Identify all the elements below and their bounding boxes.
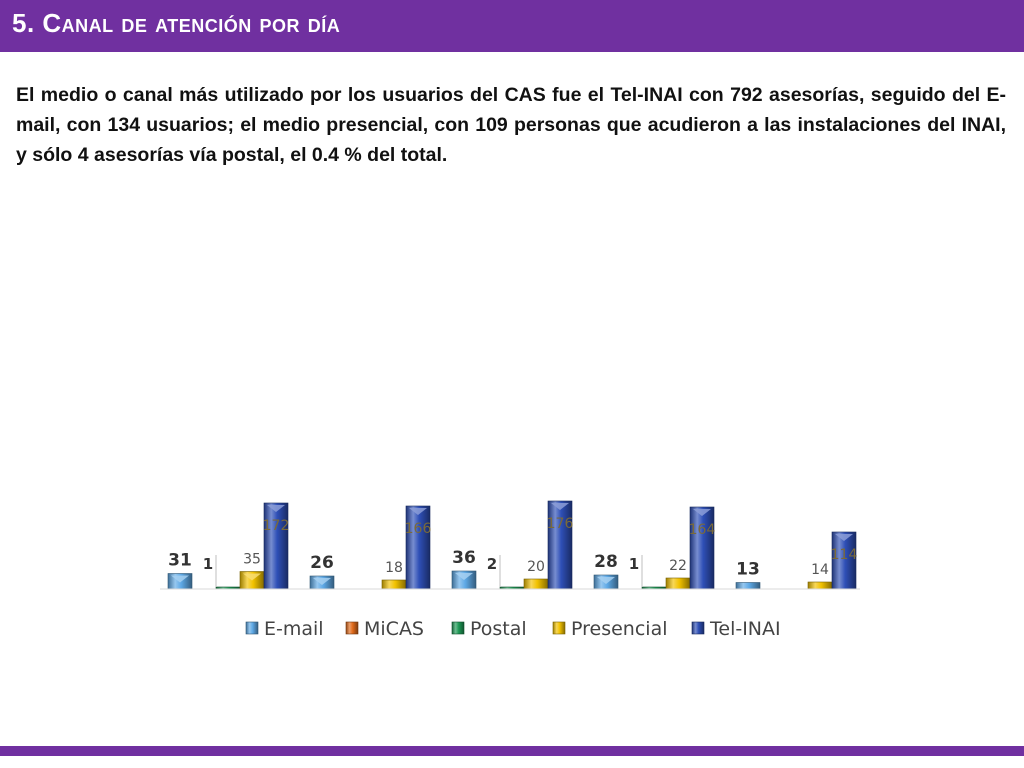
data-label-presencial-5: 14 [811, 562, 829, 578]
data-label-tel-inai-3: 176 [547, 516, 574, 532]
bar-tel-inai-5 [831, 531, 857, 590]
bar-tel-inai-3-bevel [551, 503, 569, 510]
bar-presencial-3 [523, 578, 549, 590]
legend: E-mail MiCAS Postal Presencial Tel-INAI [245, 618, 781, 640]
data-label-presencial-2: 18 [385, 560, 403, 576]
bar-tel-inai-2-bevel [409, 508, 427, 515]
bar-presencial-4 [665, 577, 691, 590]
bar-tel-inai-4-bevel [693, 509, 711, 516]
bar-presencial-5 [807, 581, 833, 590]
bar-tel-inai-3 [547, 500, 573, 590]
data-label-e-mail-5: 13 [736, 560, 760, 580]
bar-tel-inai-1-bevel [267, 505, 285, 512]
bar-e-mail-4-bevel [597, 577, 615, 584]
header-bar: 5. Canal de atención por día [0, 0, 1024, 52]
bar-tel-inai-2 [405, 505, 431, 590]
bar-tel-inai-4 [689, 506, 715, 590]
legend-label-tel-inai: Tel-INAI [709, 618, 781, 640]
legend-swatch-postal [451, 621, 465, 635]
legend-label-e-mail: E-mail [264, 618, 324, 640]
bar-presencial-2 [381, 579, 407, 590]
legend-swatch-e-mail [245, 621, 259, 635]
data-label-e-mail-4: 28 [594, 552, 618, 572]
data-labels-group: 31 26 36 28 13 1 2 1 35 18 20 22 14 172 166 176 164 114 [168, 516, 857, 587]
data-label-tel-inai-2: 166 [405, 521, 432, 537]
legend-label-presencial: Presencial [571, 618, 667, 640]
legend-label-micas: MiCAS [364, 618, 424, 640]
data-label-postal-4: 1 [629, 555, 639, 573]
data-label-postal-1: 1 [203, 555, 213, 573]
data-label-e-mail-2: 26 [310, 553, 334, 573]
data-label-tel-inai-5: 114 [831, 547, 858, 563]
bar-e-mail-3-bevel [455, 573, 473, 580]
bar-e-mail-2-bevel [313, 578, 331, 585]
summary-paragraph: El medio o canal más utilizado por los u… [16, 84, 1006, 166]
legend-swatch-tel-inai [691, 621, 705, 635]
footer-bar [0, 746, 1024, 756]
data-label-e-mail-1: 31 [168, 551, 192, 571]
bar-e-mail-1-bevel [171, 575, 189, 583]
data-label-presencial-3: 20 [527, 559, 545, 575]
data-label-tel-inai-1: 172 [263, 518, 290, 534]
bar-tel-inai-5-bevel [835, 534, 853, 541]
data-label-presencial-1: 35 [243, 552, 261, 568]
data-label-e-mail-3: 36 [452, 548, 476, 568]
legend-label-postal: Postal [470, 618, 527, 640]
bar-tel-inai-1 [263, 502, 289, 590]
data-label-presencial-4: 22 [669, 558, 687, 574]
bar-e-mail-5 [735, 582, 761, 590]
legend-swatch-presencial [552, 621, 566, 635]
bar-presencial-1-bevel [243, 573, 261, 581]
page-title: 5. Canal de atención por día [12, 8, 341, 38]
data-label-postal-3: 2 [487, 555, 497, 573]
data-label-tel-inai-4: 164 [689, 522, 716, 538]
legend-swatch-micas [345, 621, 359, 635]
bars-group [167, 500, 857, 590]
